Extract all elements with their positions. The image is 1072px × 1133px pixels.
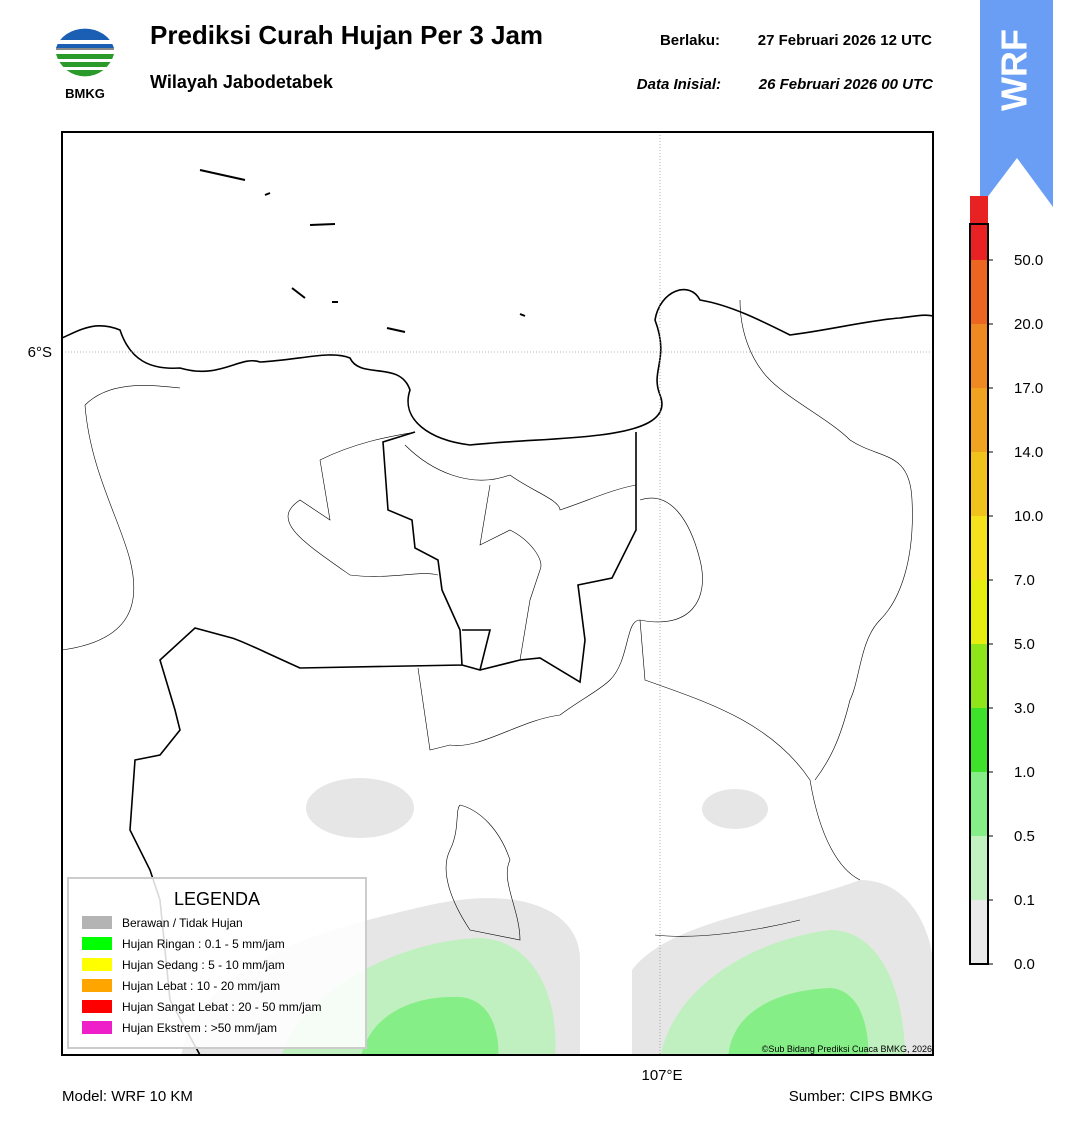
legend-swatch xyxy=(82,937,112,950)
logo-text: BMKG xyxy=(65,86,105,101)
colorbar-segment xyxy=(970,772,988,836)
lon-label: 107°E xyxy=(641,1067,682,1084)
badge xyxy=(980,0,1053,207)
init-value: 26 Februari 2026 00 UTC xyxy=(758,76,934,93)
legend-swatch xyxy=(82,958,112,971)
legend-label: Hujan Lebat : 10 - 20 mm/jam xyxy=(122,979,280,993)
subtitle: Wilayah Jabodetabek xyxy=(150,72,334,92)
logo: BMKG xyxy=(56,28,114,101)
colorbar-segment xyxy=(970,900,988,964)
footer-model: Model: WRF 10 KM xyxy=(62,1088,193,1105)
title: Prediksi Curah Hujan Per 3 Jam xyxy=(150,20,543,50)
colorbar-tick-label: 0.0 xyxy=(1014,956,1035,973)
colorbar-tick-label: 0.5 xyxy=(1014,828,1035,845)
legend-swatch xyxy=(82,1021,112,1034)
colorbar-segment xyxy=(970,836,988,900)
colorbar-segment xyxy=(970,452,988,516)
valid-label: Berlaku: xyxy=(660,32,720,49)
colorbar-segment xyxy=(970,708,988,772)
colorbar-segment xyxy=(970,260,988,324)
colorbar-segment xyxy=(970,516,988,580)
colorbar-tick-label: 3.0 xyxy=(1014,700,1035,717)
colorbar-tick-label: 50.0 xyxy=(1014,252,1043,269)
colorbar-tick-label: 1.0 xyxy=(1014,764,1035,781)
credit: ©Sub Bidang Prediksi Cuaca BMKG, 2026 xyxy=(762,1044,932,1054)
colorbar-tick-label: 20.0 xyxy=(1014,316,1043,333)
legend-label: Hujan Ekstrem : >50 mm/jam xyxy=(122,1021,277,1035)
legend-swatch xyxy=(82,1000,112,1013)
colorbar-tick-label: 5.0 xyxy=(1014,636,1035,653)
colorbar-frame xyxy=(969,223,989,965)
map-area xyxy=(62,132,933,1055)
valid-value: 27 Februari 2026 12 UTC xyxy=(758,32,932,49)
colorbar: 0.0 0.1 0.5 1.0 3.0 5.0 7.0 10.0 14.0 17.0 20.0 50.… xyxy=(969,196,1043,973)
colorbar-tick-label: 10.0 xyxy=(1014,508,1043,525)
badge-text: WRF xyxy=(994,29,1035,111)
colorbar-tick-label: 7.0 xyxy=(1014,572,1035,589)
legend-title: LEGENDA xyxy=(174,889,260,909)
colorbar-tick-label: 17.0 xyxy=(1014,380,1043,397)
map-frame xyxy=(61,131,934,1056)
legend-label: Hujan Sangat Lebat : 20 - 50 mm/jam xyxy=(122,1000,321,1014)
legend-label: Berawan / Tidak Hujan xyxy=(122,916,243,930)
colorbar-segment xyxy=(970,580,988,644)
legend-label: Hujan Sedang : 5 - 10 mm/jam xyxy=(122,958,285,972)
colorbar-segment xyxy=(970,196,988,260)
colorbar-tick-label: 14.0 xyxy=(1014,444,1043,461)
colorbar-segment xyxy=(970,644,988,708)
footer-source: Sumber: CIPS BMKG xyxy=(789,1088,933,1105)
legend-label: Hujan Ringan : 0.1 - 5 mm/jam xyxy=(122,937,285,951)
colorbar-segment xyxy=(970,324,988,388)
legend-swatch xyxy=(82,916,112,929)
legend: LEGENDA Berawan / Tidak Hujan Hujan Ringa… xyxy=(67,877,367,1049)
legend-swatch xyxy=(82,979,112,992)
init-label: Data Inisial: xyxy=(637,76,721,93)
colorbar-tick-label: 0.1 xyxy=(1014,892,1035,909)
lat-label: 6°S xyxy=(28,344,52,361)
colorbar-segment xyxy=(970,388,988,452)
